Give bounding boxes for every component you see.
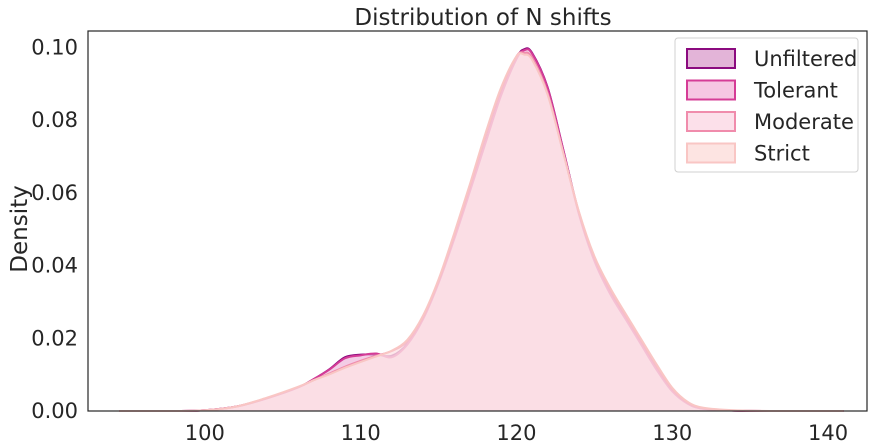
- legend-swatch-moderate: [686, 111, 736, 132]
- legend-frame: [674, 37, 859, 173]
- legend-swatch-unfiltered: [686, 48, 736, 69]
- y-tick-label: 0.06: [31, 181, 78, 205]
- x-tick-label: 130: [652, 421, 692, 445]
- tick-layer: 100 110 120 130 140 0.00 0.02 0.04 0.06 0.08 0.10: [31, 35, 848, 445]
- y-axis-label: Density: [7, 185, 33, 272]
- legend-label-strict: Strict: [754, 142, 810, 166]
- legend: Unfiltered Tolerant Moderate Strict: [674, 37, 859, 173]
- legend-label-unfiltered: Unfiltered: [754, 47, 857, 71]
- y-tick-label: 0.10: [31, 35, 78, 59]
- series-area-strict: [119, 53, 844, 411]
- plot-frame: [87, 30, 868, 412]
- y-tick-label: 0.04: [31, 254, 78, 278]
- series-layer: [119, 47, 844, 412]
- y-tick-label: 0.08: [31, 108, 78, 132]
- chart-title: Distribution of N shifts: [354, 5, 611, 31]
- x-tick-label: 100: [185, 421, 225, 445]
- legend-swatch-strict: [686, 142, 736, 164]
- legend-swatch-tolerant: [686, 79, 736, 101]
- legend-label-moderate: Moderate: [754, 110, 854, 134]
- y-tick-label: 0.00: [31, 399, 78, 423]
- x-tick-label: 110: [341, 421, 381, 445]
- legend-label-tolerant: Tolerant: [753, 79, 838, 103]
- x-tick-label: 140: [808, 421, 848, 445]
- y-tick-label: 0.02: [31, 326, 78, 350]
- series-line-strict: [119, 52, 844, 412]
- x-tick-label: 120: [496, 421, 536, 445]
